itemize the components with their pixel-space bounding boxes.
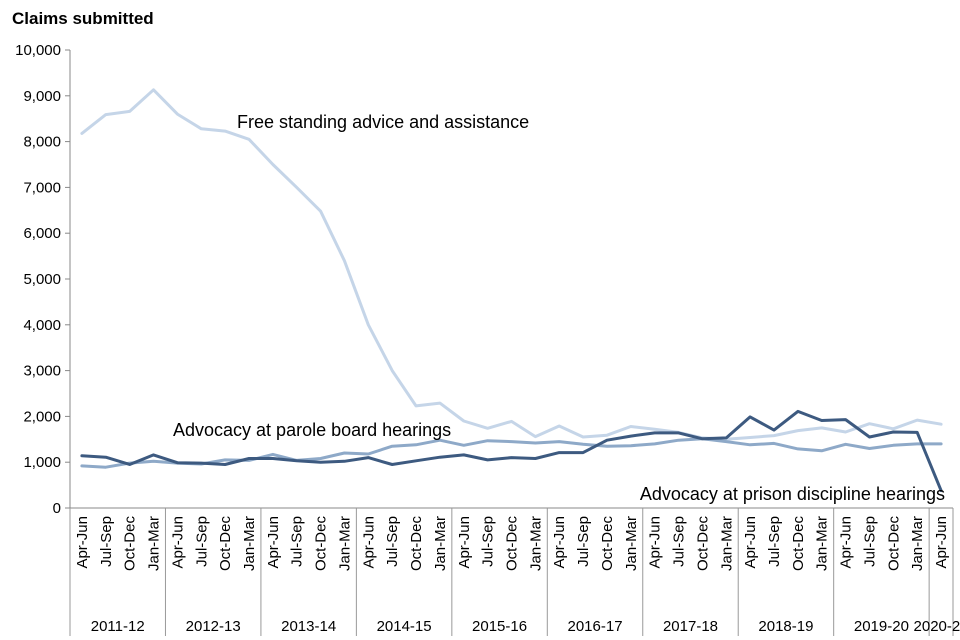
x-tick-label: Apr-Jun: [265, 516, 282, 569]
series-annotation-2: Advocacy at parole board hearings: [173, 420, 451, 440]
x-tick-label: Jul-Sep: [480, 516, 497, 567]
x-tick-label: Oct-Dec: [408, 516, 425, 572]
y-tick-label: 1,000: [23, 454, 61, 471]
x-tick-label: Oct-Dec: [313, 516, 330, 572]
x-tick-label: Apr-Jun: [647, 516, 664, 569]
x-tick-label: Oct-Dec: [790, 516, 807, 572]
x-tick-label: Jan-Mar: [336, 516, 353, 571]
x-tick-label: Apr-Jun: [742, 516, 759, 569]
y-tick-label: 10,000: [15, 42, 61, 59]
x-tick-label: Jul-Sep: [384, 516, 401, 567]
x-group-label: 2013-14: [281, 618, 336, 635]
x-tick-label: Jul-Sep: [193, 516, 210, 567]
series-lines: [80, 88, 943, 493]
y-axis-label: Claims submitted: [12, 9, 154, 28]
x-tick-label: Oct-Dec: [694, 516, 711, 572]
x-group-label: 2011-12: [91, 618, 145, 635]
x-group-label: 2016-17: [567, 618, 622, 635]
y-tick-label: 6,000: [23, 225, 61, 242]
x-tick-label: Oct-Dec: [885, 516, 902, 572]
y-tick-label: 0: [53, 500, 61, 517]
x-tick-label: Apr-Jun: [551, 516, 568, 569]
axes: [69, 50, 953, 636]
series-annotation-1: Free standing advice and assistance: [237, 112, 529, 132]
x-group-label: 2019-20: [854, 618, 909, 635]
x-tick-label: Jan-Mar: [146, 516, 163, 571]
x-tick-label: Apr-Jun: [838, 516, 855, 569]
x-group-label: 2017-18: [663, 618, 718, 635]
x-tick-label: Jan-Mar: [814, 516, 831, 571]
x-tick-label: Oct-Dec: [599, 516, 616, 572]
x-tick-label: Jan-Mar: [432, 516, 449, 571]
series-annotations: Free standing advice and assistance Advoc…: [173, 112, 945, 504]
x-tick-label: Jul-Sep: [671, 516, 688, 567]
x-tick-label: Apr-Jun: [456, 516, 473, 569]
x-group-label: 2015-16: [472, 618, 527, 635]
x-group-label: 2012-13: [186, 618, 241, 635]
x-tick-label: Jul-Sep: [575, 516, 592, 567]
x-group-label: 2014-15: [377, 618, 432, 635]
x-tick-label: Jan-Mar: [527, 516, 544, 571]
x-tick-label: Jan-Mar: [909, 516, 926, 571]
series-line-3: [80, 409, 943, 493]
x-group-label: 2018-19: [758, 618, 813, 635]
y-tick-label: 3,000: [23, 363, 61, 380]
x-tick-label: Jan-Mar: [623, 516, 640, 571]
x-tick-label: Oct-Dec: [217, 516, 234, 572]
x-group-label: 2020-21: [914, 618, 960, 635]
x-axis-year-groups: 2011-12 2012-13 2013-14 2014-15 2015-16 2016-…: [91, 508, 960, 636]
x-tick-label: Apr-Jun: [360, 516, 377, 569]
x-tick-label: Apr-Jun: [169, 516, 186, 569]
series-annotation-3: Advocacy at prison discipline hearings: [640, 484, 945, 504]
x-tick-label: Jul-Sep: [861, 516, 878, 567]
y-axis-ticks: 0 1,000 2,000 3,000 4,000 5,000 6,000 7,000 8,00…: [15, 42, 70, 517]
y-tick-label: 8,000: [23, 134, 61, 151]
x-axis-ticks: Apr-Jun Jul-Sep Oct-Dec Jan-Mar Apr-Jun Jul-S…: [74, 516, 950, 572]
x-tick-label: Jul-Sep: [98, 516, 115, 567]
y-tick-label: 2,000: [23, 408, 61, 425]
x-tick-label: Apr-Jun: [933, 516, 950, 569]
y-tick-label: 9,000: [23, 88, 61, 105]
y-tick-label: 4,000: [23, 317, 61, 334]
x-tick-label: Apr-Jun: [74, 516, 91, 569]
x-tick-label: Jan-Mar: [718, 516, 735, 571]
x-tick-label: Jan-Mar: [241, 516, 258, 571]
x-tick-label: Oct-Dec: [122, 516, 139, 572]
x-tick-label: Jul-Sep: [289, 516, 306, 567]
y-tick-label: 7,000: [23, 179, 61, 196]
y-tick-label: 5,000: [23, 271, 61, 288]
x-tick-label: Jul-Sep: [766, 516, 783, 567]
series-line-2: [80, 437, 943, 469]
x-tick-label: Oct-Dec: [504, 516, 521, 572]
series-line-1: [80, 88, 943, 441]
